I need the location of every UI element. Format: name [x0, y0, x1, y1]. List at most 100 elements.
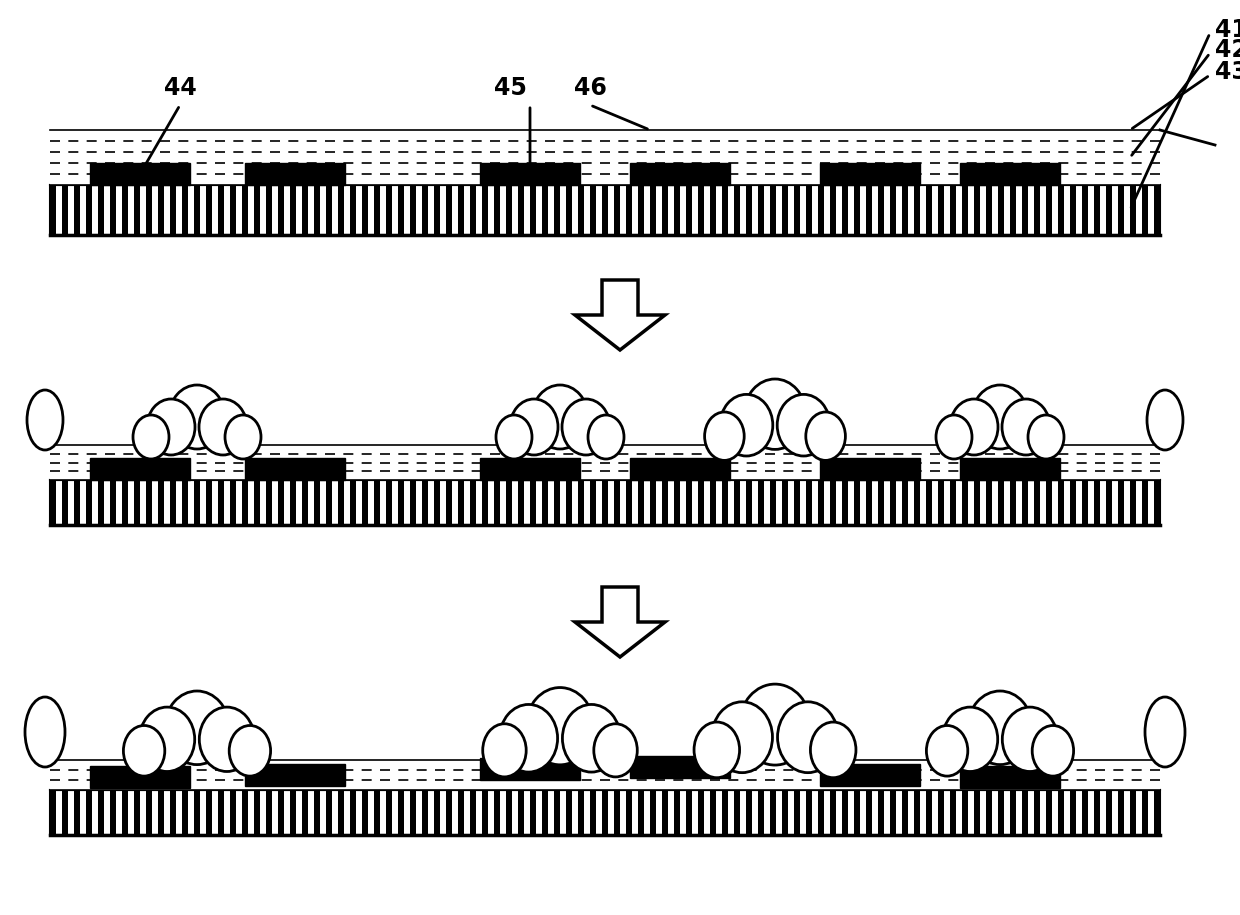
- Bar: [86, 481, 92, 524]
- Bar: [973, 791, 980, 834]
- Bar: [350, 791, 356, 834]
- Bar: [758, 791, 764, 834]
- Bar: [542, 186, 548, 234]
- Bar: [157, 481, 164, 524]
- Bar: [686, 791, 692, 834]
- Bar: [854, 186, 861, 234]
- Ellipse shape: [1028, 415, 1064, 459]
- Bar: [1034, 791, 1040, 834]
- Bar: [626, 481, 632, 524]
- Ellipse shape: [1002, 707, 1058, 771]
- Bar: [626, 186, 632, 234]
- Bar: [242, 186, 248, 234]
- Bar: [962, 186, 968, 234]
- Ellipse shape: [950, 399, 998, 455]
- Bar: [386, 791, 392, 834]
- Bar: [62, 791, 68, 834]
- Bar: [698, 481, 704, 524]
- Bar: [698, 186, 704, 234]
- Bar: [630, 163, 730, 185]
- Ellipse shape: [712, 702, 773, 772]
- Bar: [470, 481, 476, 524]
- Bar: [50, 186, 56, 234]
- Bar: [901, 481, 908, 524]
- Bar: [554, 791, 560, 834]
- Bar: [410, 791, 415, 834]
- Bar: [480, 458, 580, 480]
- Text: 44: 44: [164, 76, 196, 100]
- Bar: [50, 790, 1159, 835]
- Bar: [494, 481, 500, 524]
- Bar: [866, 791, 872, 834]
- Bar: [878, 481, 884, 524]
- Bar: [374, 186, 379, 234]
- Bar: [267, 791, 272, 834]
- Bar: [614, 481, 620, 524]
- Bar: [74, 186, 81, 234]
- Bar: [960, 766, 1060, 788]
- Ellipse shape: [133, 415, 169, 459]
- Bar: [1047, 481, 1052, 524]
- Bar: [962, 481, 968, 524]
- Bar: [362, 481, 368, 524]
- Bar: [91, 163, 190, 185]
- Ellipse shape: [562, 399, 610, 455]
- Ellipse shape: [967, 691, 1032, 765]
- Bar: [1118, 791, 1123, 834]
- Bar: [890, 186, 897, 234]
- Ellipse shape: [777, 394, 830, 456]
- Bar: [962, 791, 968, 834]
- Bar: [818, 186, 825, 234]
- Ellipse shape: [694, 722, 739, 778]
- Bar: [578, 186, 584, 234]
- Bar: [758, 186, 764, 234]
- Bar: [290, 186, 296, 234]
- Bar: [482, 481, 489, 524]
- Ellipse shape: [1032, 726, 1074, 776]
- Bar: [480, 163, 580, 185]
- Bar: [950, 791, 956, 834]
- Bar: [98, 186, 104, 234]
- Bar: [303, 791, 308, 834]
- Bar: [630, 756, 730, 778]
- Text: 46: 46: [574, 76, 606, 100]
- Bar: [998, 791, 1004, 834]
- Bar: [246, 163, 345, 185]
- Bar: [830, 186, 836, 234]
- Bar: [242, 791, 248, 834]
- Bar: [242, 481, 248, 524]
- Bar: [218, 186, 224, 234]
- Bar: [374, 481, 379, 524]
- Bar: [350, 481, 356, 524]
- Bar: [770, 481, 776, 524]
- Bar: [565, 791, 572, 834]
- Bar: [578, 791, 584, 834]
- Bar: [494, 791, 500, 834]
- Bar: [122, 186, 128, 234]
- Bar: [601, 481, 608, 524]
- Bar: [914, 791, 920, 834]
- Bar: [482, 791, 489, 834]
- Bar: [278, 481, 284, 524]
- Bar: [565, 186, 572, 234]
- Bar: [50, 185, 1159, 235]
- Bar: [820, 458, 920, 480]
- Bar: [1011, 481, 1016, 524]
- Bar: [410, 481, 415, 524]
- Ellipse shape: [811, 722, 856, 778]
- Bar: [842, 481, 848, 524]
- Bar: [937, 481, 944, 524]
- Bar: [398, 791, 404, 834]
- Ellipse shape: [704, 412, 744, 460]
- Bar: [901, 791, 908, 834]
- Ellipse shape: [148, 399, 195, 455]
- Bar: [91, 766, 190, 788]
- Bar: [842, 791, 848, 834]
- Bar: [890, 791, 897, 834]
- Bar: [1142, 481, 1148, 524]
- Bar: [746, 186, 751, 234]
- Ellipse shape: [594, 724, 637, 777]
- Bar: [890, 481, 897, 524]
- Bar: [734, 481, 740, 524]
- Bar: [866, 481, 872, 524]
